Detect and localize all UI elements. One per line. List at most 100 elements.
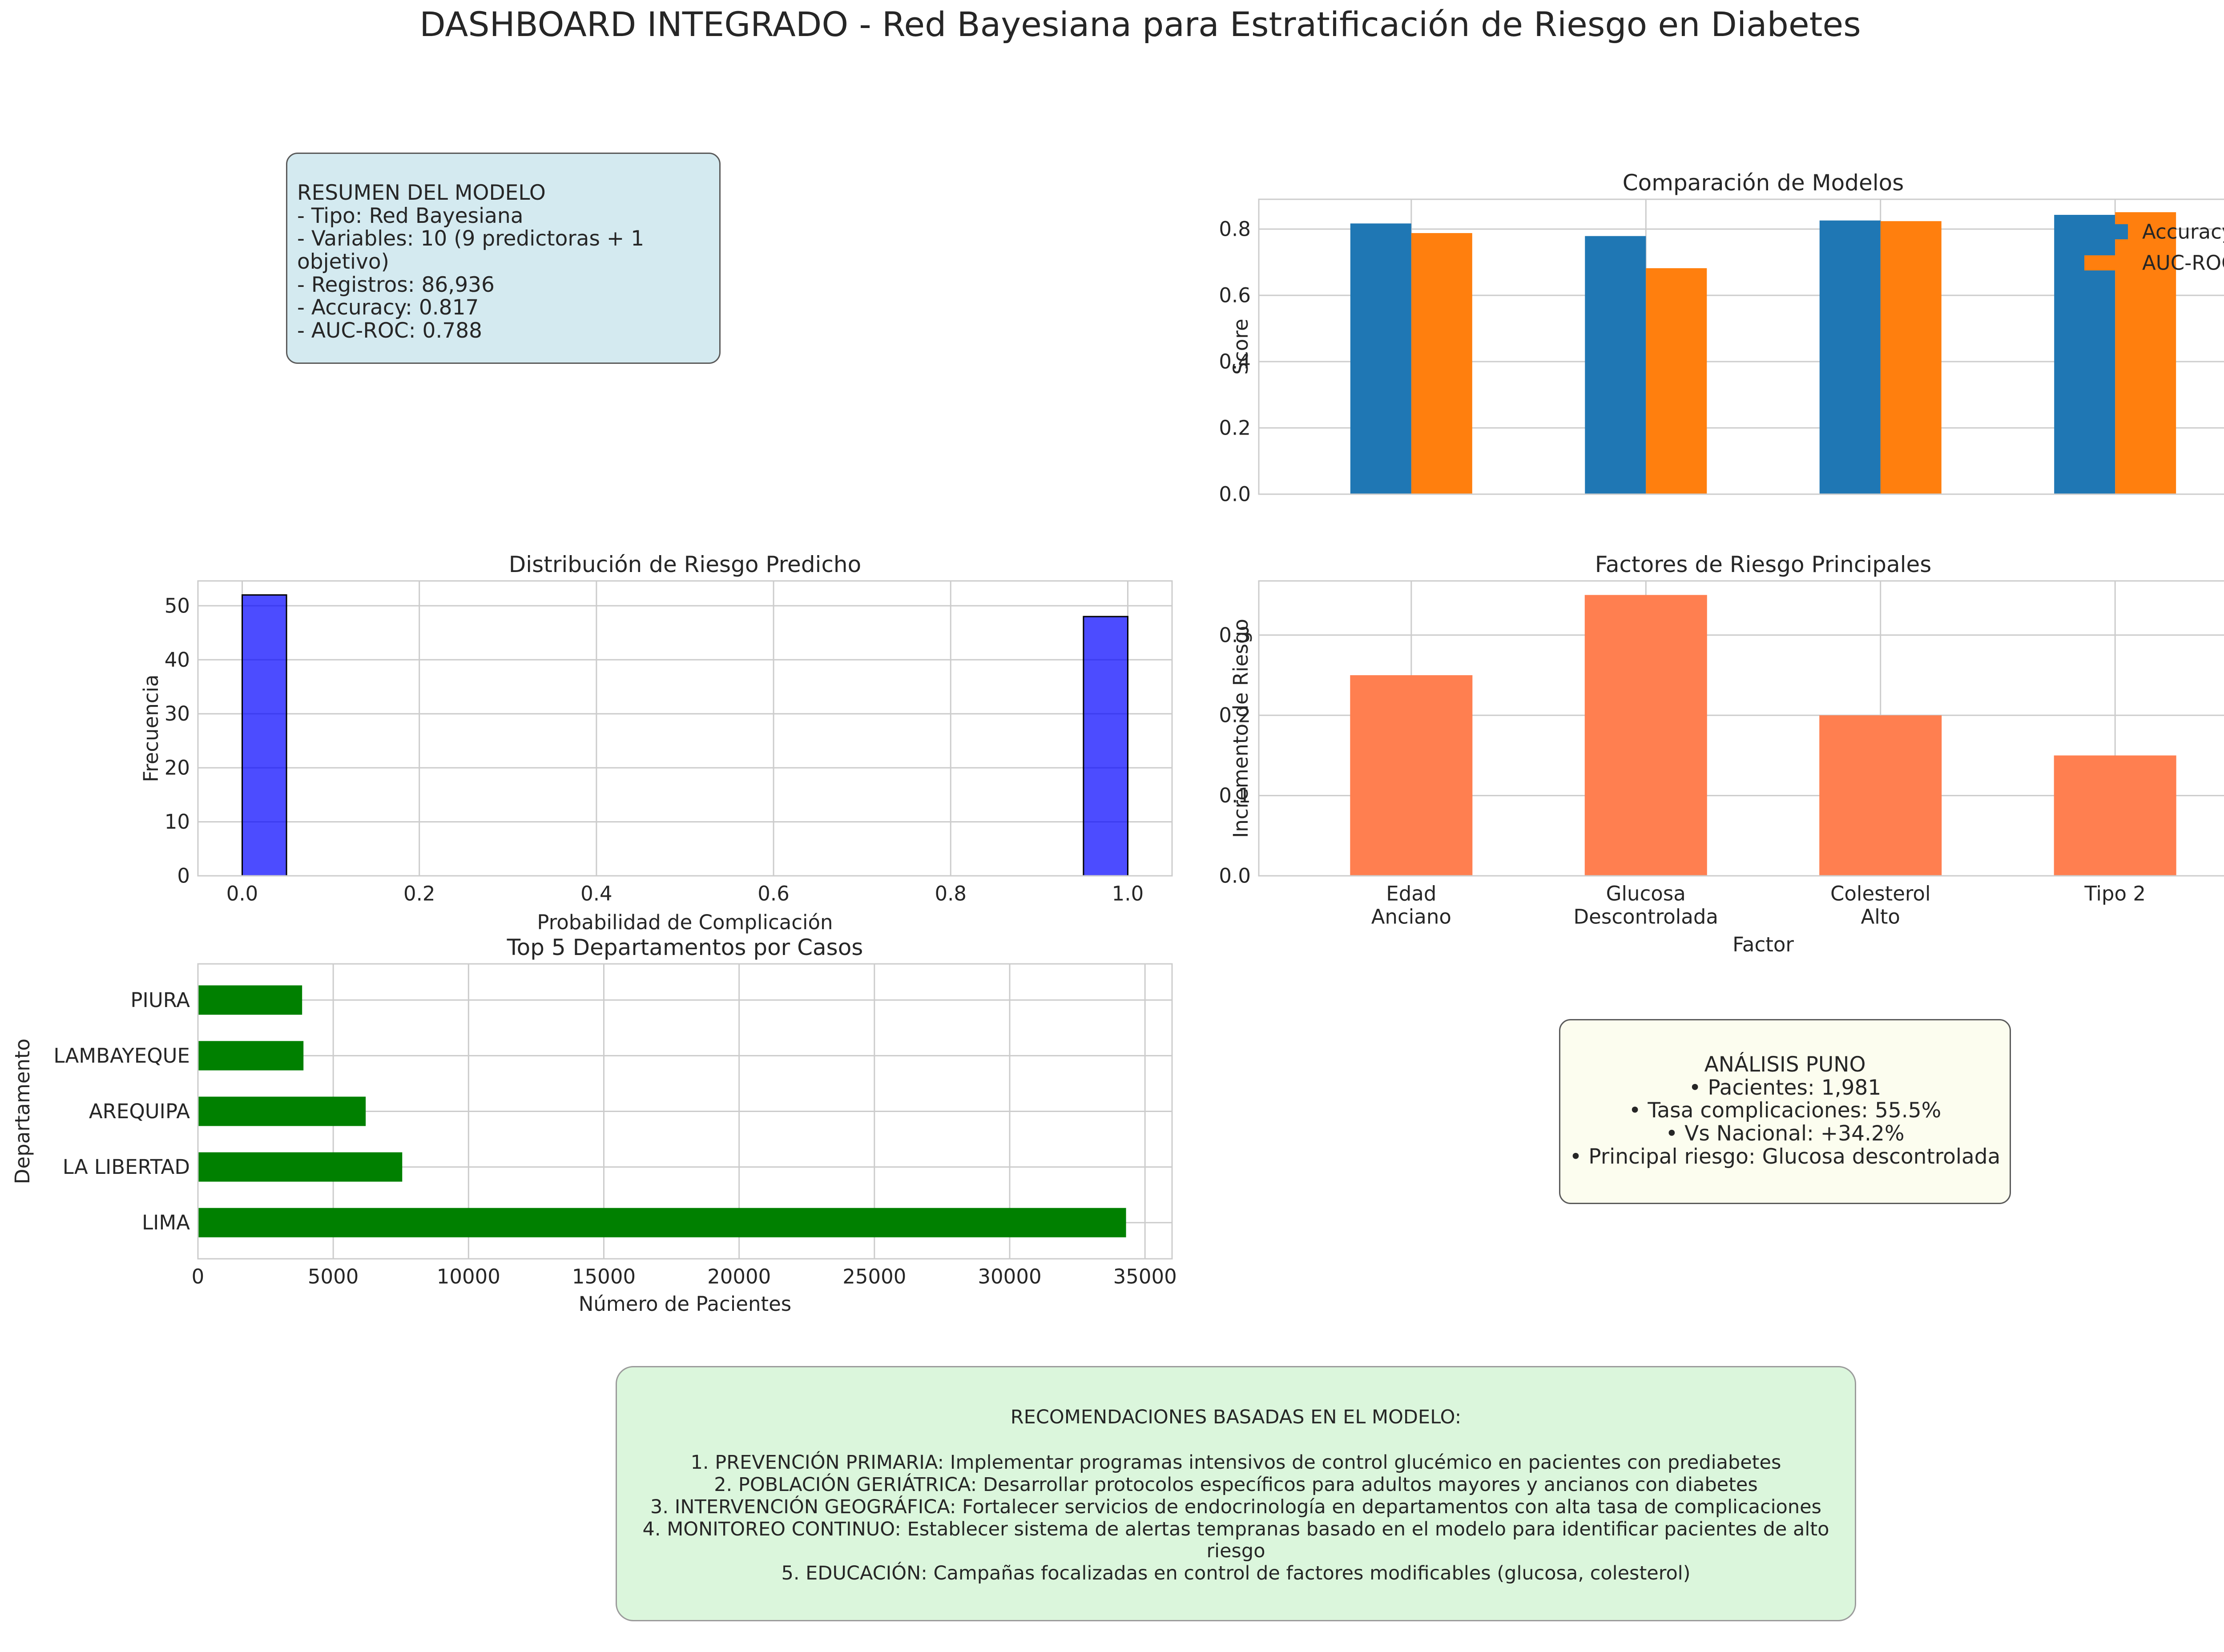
x-tick-label: 0.6 <box>757 882 790 906</box>
bar-accuracy <box>1585 236 1646 494</box>
recommendation-item: 4. MONITOREO CONTINUO: Establecer sistem… <box>642 1518 1829 1563</box>
y-axis-label: Departamento <box>11 1039 34 1184</box>
legend-swatch-accuracy <box>2084 224 2128 239</box>
chart-title: Factores de Riesgo Principales <box>1595 552 1932 577</box>
department-bar <box>198 1096 366 1126</box>
puno-heading: ANÁLISIS PUNO <box>1704 1052 1866 1077</box>
bar-auc-roc <box>1646 268 1707 494</box>
model-summary-line: - AUC-ROC: 0.788 <box>297 318 483 343</box>
model-summary-box: RESUMEN DEL MODELO - Tipo: Red Bayesiana… <box>286 153 721 364</box>
chart-title: Comparación de Modelos <box>1623 170 1904 196</box>
recommendation-item: 5. EDUCACIÓN: Campañas focalizadas en co… <box>781 1562 1691 1585</box>
histogram-bar <box>242 594 287 877</box>
x-tick-label: Glucosa <box>1606 882 1686 906</box>
dashboard-title: DASHBOARD INTEGRADO - Red Bayesiana para… <box>419 4 1861 44</box>
y-tick-label: 0.0 <box>1219 483 1251 506</box>
x-tick-label: l Bayesiana <box>1345 500 1443 598</box>
histogram-bar <box>1083 616 1128 877</box>
legend-label: AUC-ROC <box>2142 251 2224 275</box>
model-summary-line: - Registros: 86,936 <box>297 272 495 297</box>
y-tick-label: 0.2 <box>1219 416 1251 440</box>
department-bar <box>198 1152 403 1182</box>
plot-frame <box>197 963 1173 1260</box>
y-tick-label: 0.4 <box>1219 350 1251 374</box>
y-axis-label: Score <box>1229 318 1253 375</box>
y-tick-label: 30 <box>165 702 190 725</box>
x-tick-label: 25000 <box>842 1265 906 1289</box>
x-tick-label: Edad <box>1386 882 1436 906</box>
bar-auc-roc <box>1411 233 1472 494</box>
recommendation-item: 1. PREVENCIÓN PRIMARIA: Implementar prog… <box>690 1451 1781 1474</box>
recommendation-item: 2. POBLACIÓN GERIÁTRICA: Desarrollar pro… <box>714 1473 1758 1496</box>
x-tick-label: 1.0 <box>1112 882 1144 906</box>
y-tick-label: 50 <box>165 594 190 617</box>
department-bar <box>198 1041 304 1071</box>
x-tick-label: Tipo 2 <box>2084 882 2146 906</box>
x-tick-label: Descontrolada <box>1574 905 1718 929</box>
x-tick-label: de Decisión <box>1813 500 1912 599</box>
puno-line: • Tasa complicaciones: 55.5% <box>1628 1098 1942 1123</box>
legend-swatch-auc-roc <box>2084 255 2128 270</box>
x-tick-label: 5000 <box>308 1265 359 1289</box>
recommendations-heading: RECOMENDACIONES BASADAS EN EL MODELO: <box>1010 1406 1462 1428</box>
bar-accuracy <box>1350 223 1411 495</box>
x-tick-label: 30000 <box>978 1265 1041 1289</box>
x-axis-label: Probabilidad de Complicación <box>537 911 833 934</box>
y-tick-label: AREQUIPA <box>89 1100 190 1123</box>
x-axis-label: Número de Pacientes <box>579 1292 792 1316</box>
plot-frame <box>197 580 1173 877</box>
department-bar <box>198 985 302 1015</box>
x-axis-label: Factor <box>1732 933 1794 956</box>
y-tick-label: 0.6 <box>1219 284 1251 307</box>
x-tick-label: Anciano <box>1371 905 1451 929</box>
model-summary-heading: RESUMEN DEL MODELO <box>297 181 546 205</box>
x-tick-label: n Logística <box>1585 500 1677 592</box>
y-tick-label: 0.2 <box>1219 704 1251 727</box>
chart-title: Top 5 Departamentos por Casos <box>507 935 863 960</box>
x-tick-label: 0 <box>192 1265 205 1289</box>
y-tick-label: 10 <box>165 810 190 834</box>
factor-bar <box>1350 675 1473 876</box>
model-summary-line: - Tipo: Red Bayesiana <box>297 203 524 228</box>
x-tick-label: Colesterol <box>1830 882 1930 906</box>
x-tick-label: 0.2 <box>403 882 435 906</box>
plot-frame <box>1258 198 2224 495</box>
y-tick-label: 0.8 <box>1219 218 1251 241</box>
model-summary-line: - Accuracy: 0.817 <box>297 295 479 320</box>
x-tick-label: 15000 <box>572 1265 636 1289</box>
y-tick-label: LA LIBERTAD <box>63 1155 190 1179</box>
x-tick-label: 10000 <box>437 1265 500 1289</box>
y-tick-label: 0 <box>177 864 190 888</box>
y-tick-label: LAMBAYEQUE <box>53 1044 190 1068</box>
factor-bar <box>1819 715 1942 876</box>
x-tick-label: 0.8 <box>935 882 967 906</box>
x-tick-label: 0.0 <box>226 882 258 906</box>
plot-frame <box>1258 580 2224 877</box>
x-tick-label: 20000 <box>707 1265 771 1289</box>
chart-title: Distribución de Riesgo Predicho <box>509 552 861 577</box>
factor-bar <box>2054 755 2176 876</box>
y-tick-label: LIMA <box>142 1211 190 1234</box>
department-bar <box>198 1208 1126 1237</box>
x-tick-label: 35000 <box>1113 1265 1177 1289</box>
x-tick-label: Alto <box>1861 905 1900 929</box>
x-tick-label: 0.4 <box>580 882 612 906</box>
y-tick-label: 0.0 <box>1219 864 1251 888</box>
y-tick-label: 0.1 <box>1219 784 1251 807</box>
recommendations-box: RECOMENDACIONES BASADAS EN EL MODELO: 1.… <box>616 1366 1856 1621</box>
puno-analysis-box: ANÁLISIS PUNO • Pacientes: 1,981 • Tasa … <box>1559 1019 2011 1204</box>
bar-accuracy <box>1819 220 1881 494</box>
model-summary-line: - Variables: 10 (9 predictoras + 1 objet… <box>297 226 645 274</box>
factor-bar <box>1584 595 1707 876</box>
y-axis-label: Incremento de Riesgo <box>1229 619 1253 838</box>
puno-line: • Principal riesgo: Glucosa descontrolad… <box>1569 1144 2001 1169</box>
legend-label: Accuracy <box>2142 220 2224 244</box>
y-tick-label: PIURA <box>130 988 190 1012</box>
puno-line: • Pacientes: 1,981 <box>1688 1075 1882 1100</box>
bar-auc-roc <box>1880 221 1942 495</box>
y-tick-label: 0.3 <box>1219 623 1251 647</box>
y-tick-label: 40 <box>165 648 190 672</box>
recommendation-item: 3. INTERVENCIÓN GEOGRÁFICA: Fortalecer s… <box>650 1495 1821 1518</box>
y-tick-label: 20 <box>165 756 190 780</box>
